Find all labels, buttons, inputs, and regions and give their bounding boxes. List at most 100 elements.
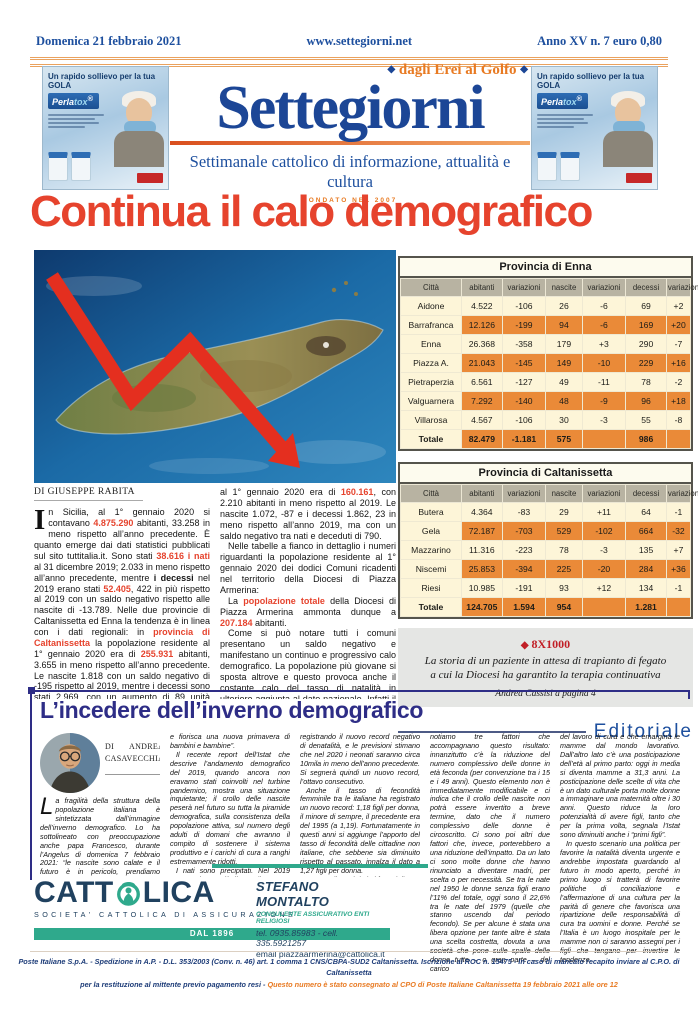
table-cell: 4.522 [461, 296, 503, 316]
table-provincia-caltanissetta: Provincia di Caltanissetta Città abitanti… [398, 462, 698, 619]
table-cell: 30 [545, 410, 583, 430]
kicker-text: dagli Erei al Golfo [398, 62, 517, 78]
agent-phone: tel. 0935.85983 - cell. 335.5921257 [256, 928, 339, 948]
ad-photo-woman [601, 91, 655, 167]
table-row: Pietraperzia 6.561 -127 49 -11 78 -2 [400, 372, 692, 392]
cattolica-contact: Stefano Montalto Consulente Assicurativo… [256, 879, 390, 959]
table-cell: 55 [625, 410, 667, 430]
paragraph: I nati sono precipitati. Nel 2019 sono s… [170, 865, 290, 877]
table-row: Valguarnera 7.292 -140 48 -9 96 +18 [400, 391, 692, 411]
table-cell: -106 [501, 296, 547, 316]
double-rule-divider [30, 57, 668, 67]
table-header-row: Città abitanti variazioni nascite variazioni… [400, 278, 698, 297]
editorial-column-1: di Andrea Casavecchia L a fragilità dell… [40, 733, 160, 877]
table-cell: Valguarnera [400, 391, 462, 411]
paragraph: e fiorisca una nuova primavera di bambin… [170, 733, 290, 750]
column-header: decessi [625, 278, 667, 297]
table-cell: -7 [665, 334, 692, 354]
box-8x1000-byline: Andrea Cassisi a pagina 4 [495, 688, 596, 699]
table-cell: 290 [625, 334, 667, 354]
footer-fine-print: Poste Italiane S.p.A. - Spedizione in A.… [0, 956, 698, 990]
woman-scarf [124, 121, 156, 134]
article-text: n Sicilia, al 1° gennaio 2020 si contava… [34, 507, 210, 699]
paragraph: In questo scenario una politica per favo… [560, 839, 680, 965]
editorial-header: di Andrea Casavecchia [40, 733, 160, 793]
cattolica-emblem-icon [116, 881, 140, 906]
paragraph: al 1° gennaio 2020 era di 160.161, con 2… [220, 487, 396, 541]
ad-product-packs [48, 152, 91, 181]
editoriale-label-row: Editoriale [398, 721, 693, 743]
table-row: Riesi 10.985 -191 93 +12 134 -1 [400, 578, 692, 598]
table-cell: 284 [625, 559, 667, 579]
table-cell: Mazzarino [400, 540, 462, 560]
woman-coat [114, 131, 164, 167]
table-cell: 4.567 [461, 410, 503, 430]
registered-mark: ® [87, 94, 94, 104]
column-header: variazioni [581, 484, 627, 503]
table-cell: +12 [581, 578, 627, 598]
author-photo [40, 733, 100, 793]
corner-mark [688, 690, 690, 699]
table-cell [665, 597, 692, 617]
woman-coat [603, 131, 653, 167]
ad-pharma-logo [137, 173, 163, 183]
table-cell: 134 [625, 578, 667, 598]
table-cell: Aidone [400, 296, 462, 316]
table-cell: 6.561 [461, 372, 503, 392]
table-cell: 1.281 [625, 597, 667, 617]
table-cell: Totale [400, 429, 462, 449]
paragraph: La popolazione totale della Diocesi di P… [220, 595, 396, 628]
paragraph: Anche il tasso di fecondità femminile tr… [300, 785, 420, 875]
ad-headline: Un rapido sollievo per la tua GOLA [537, 72, 645, 91]
editorial-title: L’incedere dell’inverno demografico [40, 697, 424, 723]
table-cell: 229 [625, 353, 667, 373]
column-header: Città [400, 484, 462, 503]
table-cell: -127 [501, 372, 547, 392]
table-row: Enna 26.368 -358 179 +3 290 -7 [400, 334, 692, 354]
footer-line-2b: Questo numero è stato consegnato al CPO … [267, 979, 618, 989]
registered-mark: ® [576, 94, 583, 104]
table-row: Butera 4.364 -83 29 +11 64 -1 [400, 502, 692, 522]
table-cell: +3 [581, 334, 627, 354]
paragraph: Se guardiamo i dati al femminile [300, 875, 420, 877]
paragraph: a fragilità della struttura della popola… [40, 796, 160, 877]
table-cell: 7.292 [461, 391, 503, 411]
table-cell: Riesi [400, 578, 462, 598]
ad-photo-woman [112, 91, 166, 167]
table-cell: -3 [581, 540, 627, 560]
table-total-row: Totale 124.705 1.594 954 1.281 [400, 597, 692, 617]
dropcap: L [40, 793, 54, 820]
table-cell [581, 429, 627, 449]
table-cell: +18 [665, 391, 692, 411]
top-bar: Domenica 21 febbraio 2021 www.settegiorn… [36, 34, 662, 49]
table-cell: -9 [581, 391, 627, 411]
table-cell: Barrafranca [400, 315, 462, 335]
diamond-icon: ◆ [520, 640, 529, 651]
table-cell: Pietraperzia [400, 372, 462, 392]
logo-text-right: LICA [142, 876, 215, 909]
table-cell: -394 [501, 559, 547, 579]
table-cell [581, 597, 627, 617]
table-row: Aidone 4.522 -106 26 -6 69 +2 [400, 296, 692, 316]
ad-fine-print-lines [537, 114, 599, 129]
side-ad-left: Un rapido sollievo per la tua GOLA Perla… [42, 66, 169, 190]
table-cell: -1.181 [501, 429, 547, 449]
diamond-icon: ◆ [387, 64, 396, 75]
table-cell: -703 [501, 521, 547, 541]
table-cell: 179 [545, 334, 583, 354]
side-ad-right: Un rapido sollievo per la tua GOLA Perla… [531, 66, 658, 190]
table-cell: -3 [581, 410, 627, 430]
column-header: Città [400, 278, 462, 297]
paragraph: registrando il nuovo record negativo di … [300, 733, 420, 786]
article-column-2: al 1° gennaio 2020 era di 160.161, con 2… [220, 487, 396, 699]
logo-text-left: CATT [34, 876, 114, 909]
table-total-row: Totale 82.479 -1.181 575 986 [400, 429, 692, 449]
table-provincia-enna: Provincia di Enna Città abitanti variazion… [398, 256, 698, 451]
ad-brand-perlatox: Perlatox® [537, 93, 589, 110]
table-cell: 64 [625, 502, 667, 522]
founded-line: FONDATO NEL 2007 [302, 196, 398, 204]
table-cell: -6 [581, 296, 627, 316]
table-cell: Enna [400, 334, 462, 354]
table-cell: -145 [501, 353, 547, 373]
